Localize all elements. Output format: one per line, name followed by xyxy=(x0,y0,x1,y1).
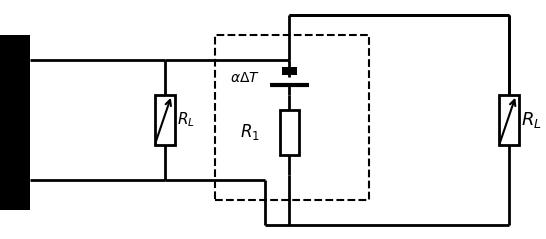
Bar xyxy=(280,110,300,155)
Bar xyxy=(0,35,30,210)
Bar xyxy=(215,35,369,200)
Text: $\alpha\Delta T$: $\alpha\Delta T$ xyxy=(230,71,259,85)
Bar xyxy=(282,67,298,75)
Bar xyxy=(155,95,175,145)
Text: $R_L$: $R_L$ xyxy=(521,110,542,130)
Bar xyxy=(499,95,519,145)
Text: $R_1$: $R_1$ xyxy=(240,122,259,142)
Text: $R_L$: $R_L$ xyxy=(177,111,194,129)
